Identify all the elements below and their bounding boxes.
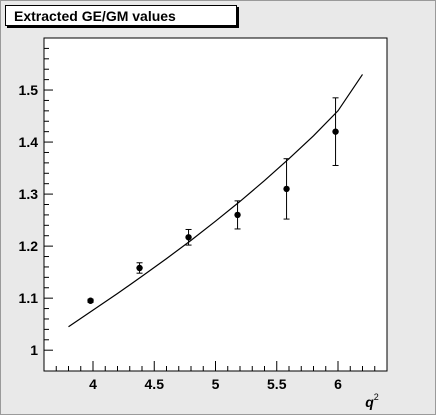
data-point: [332, 128, 339, 135]
plot-area: [43, 37, 388, 372]
x-axis-title-superscript: 2: [374, 392, 379, 402]
y-tick-label: 1.1: [19, 290, 39, 306]
x-tick-label: 5: [212, 376, 220, 392]
y-tick-label: 1.2: [19, 238, 39, 254]
y-tick-label: 1.5: [19, 82, 39, 98]
x-tick-label: 5.5: [267, 376, 287, 392]
y-tick-label: 1: [30, 342, 38, 358]
x-axis: 4 4.5 5 5.5 6: [43, 361, 388, 392]
data-point: [185, 234, 192, 241]
data-point: [234, 211, 241, 219]
x-tick-label: 6: [334, 376, 342, 392]
data-point: [136, 264, 143, 272]
fit-curve: [68, 74, 363, 328]
y-tick-label: 1.3: [19, 186, 39, 202]
y-tick-label: 1.4: [19, 134, 39, 150]
y-axis: 1 1.1 1.2 1.3 1.4 1.5: [19, 37, 53, 358]
chart-title: Extracted GE/GM values: [5, 5, 237, 26]
data-point: [283, 185, 290, 193]
x-tick-label: 4: [89, 376, 97, 392]
data-point: [87, 297, 94, 304]
x-tick-label: 4.5: [145, 376, 165, 392]
data-points: [87, 97, 339, 304]
x-axis-title: q2: [365, 392, 379, 410]
